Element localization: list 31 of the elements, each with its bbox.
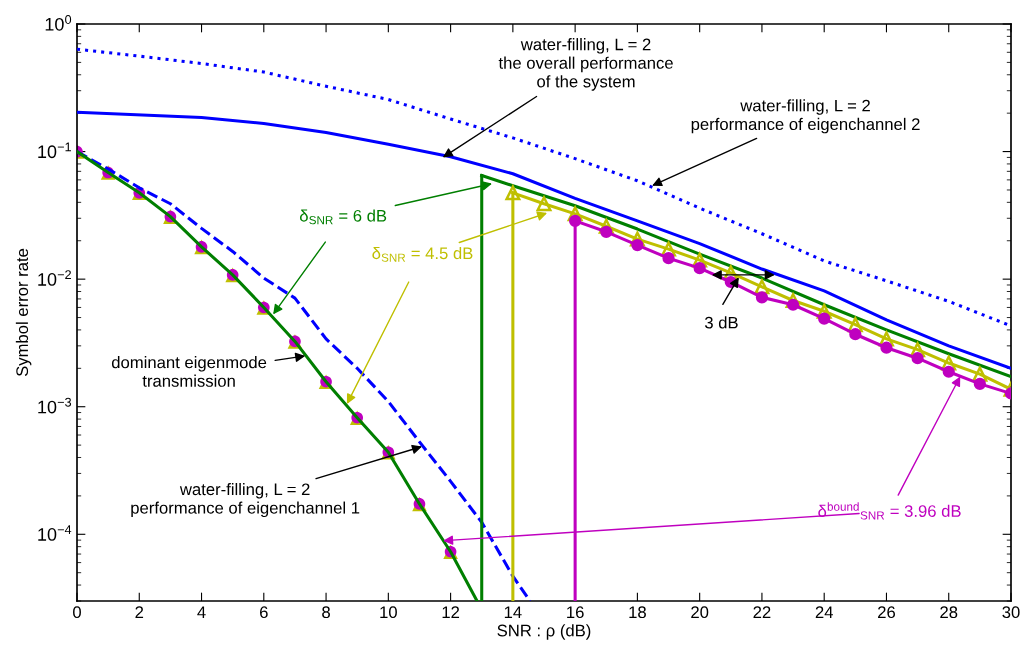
x-tick-label: 14 xyxy=(504,606,522,618)
x-tick-label: 28 xyxy=(940,606,958,619)
annotation: δ$^{bound}$$_{SNR}$ = 3.96 dB xyxy=(818,502,961,520)
x-tick-label: 12 xyxy=(442,606,460,618)
x-tick-label: 4 xyxy=(197,606,206,618)
annotation: δ$_{SNR}$ = 6 dB xyxy=(299,209,387,225)
x-tick-label: 10 xyxy=(380,606,397,619)
annotation: water-filling, L = 2 performance of eigenchannel 2 xyxy=(691,99,920,134)
annotation: water-filling, L = 2 performance of eigenchannel 1 xyxy=(131,482,360,518)
x-tick-label: 30 xyxy=(1002,606,1020,619)
x-tick-label: 20 xyxy=(691,606,709,619)
annotation: 3 dB xyxy=(704,316,738,329)
y-axis-title: Symbol error rate xyxy=(15,248,32,377)
x-tick-label: 16 xyxy=(567,606,584,619)
y-tick-label: 10$^{−4}$ xyxy=(38,525,72,541)
annotation: dominant eigenmode transmission xyxy=(111,356,267,387)
y-tick-label: 10$^{−1}$ xyxy=(38,142,71,159)
x-tick-label: 22 xyxy=(753,606,771,618)
x-tick-label: 24 xyxy=(815,606,833,618)
annotation: water-filling, L = 2 the overall performance of the system xyxy=(498,38,673,91)
y-tick-label: 10$^{0}$ xyxy=(45,15,72,31)
annotation: δ$_{SNR}$ = 4.5 dB xyxy=(372,246,473,262)
x-axis-title: SNR : ρ (dB) xyxy=(497,624,591,640)
y-tick-label: 10$^{−2}$ xyxy=(38,270,71,286)
x-tick-label: 2 xyxy=(135,606,144,618)
x-tick-label: 8 xyxy=(322,606,330,619)
y-tick-label: 10$^{−3}$ xyxy=(38,397,72,414)
x-tick-label: 6 xyxy=(260,606,268,619)
x-tick-label: 0 xyxy=(73,606,81,619)
x-tick-label: 26 xyxy=(878,606,895,619)
x-tick-label: 18 xyxy=(629,606,646,619)
